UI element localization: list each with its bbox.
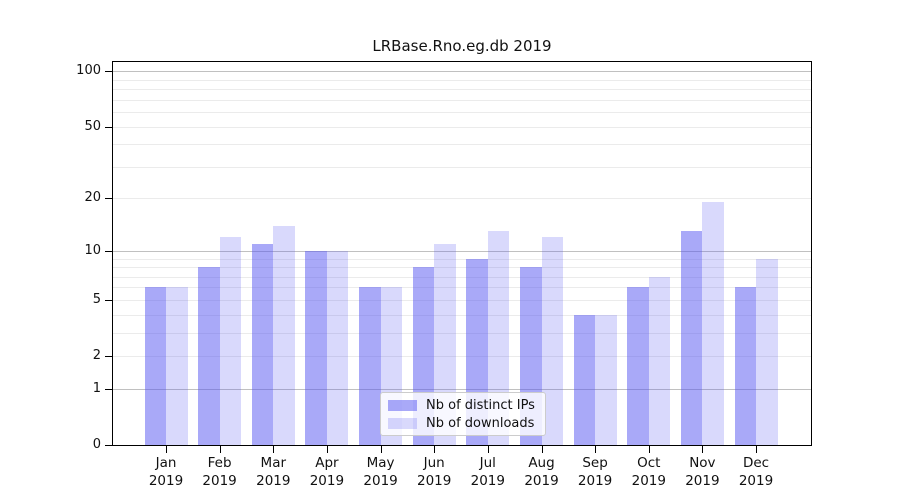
bar-nb-of-distinct-ips-feb xyxy=(198,267,220,445)
bar-nb-of-downloads-sep xyxy=(595,314,617,445)
x-tick-oct xyxy=(648,446,650,453)
x-tick-jun xyxy=(434,446,436,453)
bar-nb-of-distinct-ips-nov xyxy=(680,231,703,445)
gridline-minor-5 xyxy=(113,299,811,301)
legend-entry-distinct-ips: Nb of distinct IPs xyxy=(388,398,538,413)
x-tick-label-jun: Jun 2019 xyxy=(417,455,452,489)
y-tick-label-50: 50 xyxy=(84,118,101,134)
bar-nb-of-downloads-mar xyxy=(273,225,295,445)
gridline-minor-9 xyxy=(113,258,811,260)
legend-label-downloads: Nb of downloads xyxy=(426,415,535,431)
x-tick-label-may: May 2019 xyxy=(363,455,398,489)
y-tick-label-100: 100 xyxy=(76,63,101,79)
bar-nb-of-downloads-jul xyxy=(487,231,510,445)
y-tick-10 xyxy=(105,250,112,252)
gridline-minor-40 xyxy=(113,144,811,146)
x-tick-may xyxy=(380,446,382,453)
y-tick-2 xyxy=(105,356,112,357)
y-tick-label-20: 20 xyxy=(84,190,101,206)
legend-label-distinct-ips: Nb of distinct IPs xyxy=(426,397,535,413)
y-tick-label-10: 10 xyxy=(84,242,101,258)
gridline-minor-8 xyxy=(113,267,811,268)
gridline-minor-60 xyxy=(113,111,811,113)
gridline-major-10 xyxy=(113,250,811,252)
y-tick-20 xyxy=(105,198,112,200)
x-tick-jan xyxy=(166,446,167,453)
gridline-major-100 xyxy=(113,71,811,73)
x-tick-label-mar: Mar 2019 xyxy=(256,455,291,489)
x-tick-dec xyxy=(756,446,757,453)
bar-nb-of-distinct-ips-jan xyxy=(144,287,166,445)
x-tick-label-oct: Oct 2019 xyxy=(631,455,666,489)
bar-nb-of-downloads-jan xyxy=(166,287,188,445)
y-tick-50 xyxy=(105,126,112,128)
bar-nb-of-downloads-nov xyxy=(702,202,724,445)
y-tick-1 xyxy=(105,388,112,390)
legend-entry-downloads: Nb of downloads xyxy=(388,416,538,431)
chart-title: LRBase.Rno.eg.db 2019 xyxy=(372,37,552,55)
bar-nb-of-distinct-ips-may xyxy=(359,287,381,445)
y-tick-label-0: 0 xyxy=(92,437,101,452)
gridline-minor-90 xyxy=(113,79,811,81)
gridline-minor-20 xyxy=(113,198,811,200)
x-tick-nov xyxy=(702,446,704,453)
gridline-minor-2 xyxy=(113,356,811,357)
gridline-minor-7 xyxy=(113,276,811,278)
gridline-minor-4 xyxy=(113,314,811,316)
legend-swatch-downloads xyxy=(388,417,417,429)
x-tick-jul xyxy=(487,446,489,453)
bar-nb-of-distinct-ips-mar xyxy=(251,243,274,445)
x-tick-label-nov: Nov 2019 xyxy=(685,455,720,489)
x-tick-label-aug: Aug 2019 xyxy=(524,455,559,489)
gridline-minor-50 xyxy=(113,126,811,128)
x-tick-aug xyxy=(541,446,543,453)
bar-nb-of-downloads-apr xyxy=(326,250,349,445)
legend: Nb of distinct IPs Nb of downloads xyxy=(380,392,546,436)
x-tick-label-dec: Dec 2019 xyxy=(738,455,774,489)
bar-nb-of-downloads-oct xyxy=(648,276,671,445)
x-tick-label-feb: Feb 2019 xyxy=(202,455,237,489)
x-tick-label-sep: Sep 2019 xyxy=(577,455,613,489)
x-tick-label-jul: Jul 2019 xyxy=(470,455,505,489)
bar-nb-of-downloads-feb xyxy=(219,237,242,445)
x-tick-sep xyxy=(595,446,597,453)
y-tick-100 xyxy=(105,71,112,73)
y-tick-label-5: 5 xyxy=(92,291,101,307)
y-tick-label-2: 2 xyxy=(92,348,101,363)
bar-nb-of-distinct-ips-oct xyxy=(627,287,649,445)
gridline-minor-6 xyxy=(113,287,811,289)
y-tick-label-1: 1 xyxy=(92,380,101,396)
x-tick-label-apr: Apr 2019 xyxy=(309,455,345,489)
gridline-minor-30 xyxy=(113,166,811,168)
gridline-minor-80 xyxy=(113,89,811,90)
y-tick-5 xyxy=(105,299,112,301)
gridline-minor-70 xyxy=(113,99,811,101)
bar-nb-of-distinct-ips-dec xyxy=(734,287,756,445)
x-tick-mar xyxy=(273,446,275,453)
bar-nb-of-distinct-ips-sep xyxy=(573,314,596,445)
x-tick-label-jan: Jan 2019 xyxy=(148,455,184,489)
x-tick-apr xyxy=(326,446,328,453)
bar-nb-of-distinct-ips-apr xyxy=(305,250,327,445)
x-tick-feb xyxy=(219,446,221,453)
plot-area: Nb of distinct IPs Nb of downloads xyxy=(112,61,812,446)
y-tick-0 xyxy=(105,445,112,446)
gridline-major-1 xyxy=(113,388,811,390)
bar-nb-of-downloads-aug xyxy=(541,237,563,445)
gridline-minor-3 xyxy=(113,332,811,334)
legend-swatch-distinct-ips xyxy=(388,399,417,411)
bar-nb-of-downloads-dec xyxy=(756,258,778,445)
